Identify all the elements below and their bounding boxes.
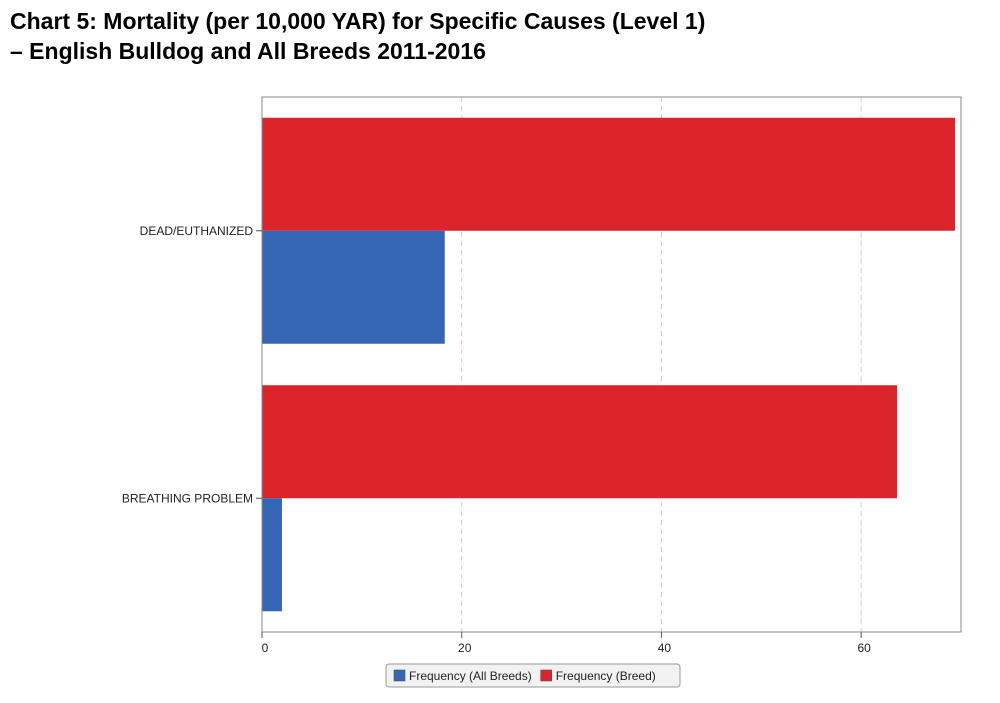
chart-title-line-2: – English Bulldog and All Breeds 2011-20… — [10, 38, 486, 64]
legend[interactable]: Frequency (All Breeds) Frequency (Breed) — [385, 663, 681, 688]
bar-frequency-breed-dead-euthanized — [262, 117, 956, 231]
bar-frequency-breed-breathing-problem — [262, 385, 898, 499]
legend-label-frequency-breed: Frequency (Breed) — [556, 669, 656, 683]
x-tick-label-20: 20 — [458, 641, 472, 655]
y-axis: DEAD/EUTHANIZED BREATHING PROBLEM — [122, 224, 262, 505]
chart-title: Chart 5: Mortality (per 10,000 YAR) for … — [10, 6, 705, 66]
legend-box — [385, 663, 681, 688]
bars — [262, 117, 956, 612]
grid-lines — [461, 97, 862, 632]
bar-frequency-all-breeds-dead-euthanized — [262, 230, 445, 344]
y-tick-label-breathing-problem: BREATHING PROBLEM — [122, 491, 253, 505]
chart-title-line-1: Chart 5: Mortality (per 10,000 YAR) for … — [10, 8, 706, 34]
x-tick-label-60: 60 — [857, 641, 871, 655]
x-tick-label-0: 0 — [262, 641, 269, 655]
x-tick-label-40: 40 — [658, 641, 672, 655]
legend-swatch-frequency-breed — [540, 669, 553, 682]
legend-label-frequency-all-breeds: Frequency (All Breeds) — [409, 669, 532, 683]
x-axis: 0 20 40 60 — [261, 632, 871, 655]
y-tick-label-dead-euthanized: DEAD/EUTHANIZED — [140, 224, 254, 238]
bar-frequency-all-breeds-breathing-problem — [262, 498, 282, 612]
plot-frame — [261, 96, 962, 633]
legend-swatch-frequency-all-breeds — [393, 669, 406, 682]
